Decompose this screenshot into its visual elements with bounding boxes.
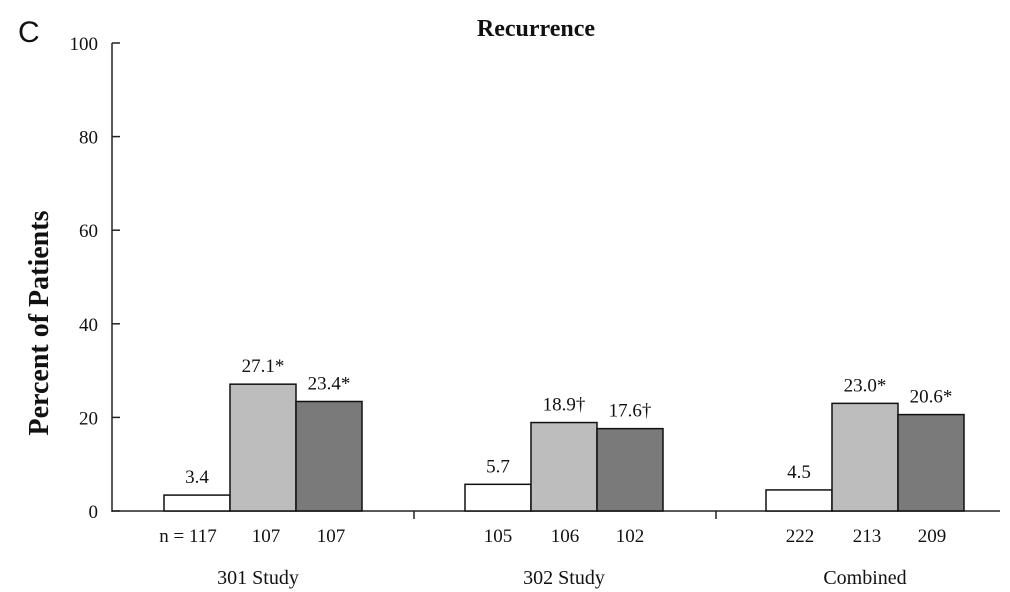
category-labels: 301 Study 302 Study Combined (217, 567, 907, 589)
n-label: n = 117 (159, 526, 217, 547)
chart-title: Recurrence (477, 16, 596, 42)
n-label: 107 (252, 526, 281, 547)
n-label: 213 (853, 526, 882, 547)
bar (530, 421, 598, 512)
n-label: 102 (616, 526, 645, 547)
y-tick-label: 0 (89, 502, 99, 523)
y-tick-label: 40 (79, 315, 98, 336)
bars (163, 383, 965, 512)
data-labels: 3.4 27.1* 23.4* 5.7 18.9† 17.6† 4.5 23.0* 20.6* (185, 356, 952, 488)
x-category-separators (413, 511, 717, 519)
bar (596, 427, 664, 512)
n-label: 209 (918, 526, 947, 547)
bar-value-label: 20.6* (910, 387, 953, 408)
y-ticks: 0 20 40 60 80 100 (70, 34, 120, 523)
bar (464, 483, 532, 512)
bar (897, 413, 965, 512)
bar (163, 494, 231, 512)
n-labels: n = 117 107 107 105 106 102 222 213 209 (159, 526, 946, 547)
category-label: 301 Study (217, 567, 299, 589)
bar-value-label: 5.7 (486, 456, 510, 477)
n-label: 106 (551, 526, 580, 547)
y-tick-label: 80 (79, 128, 98, 149)
bar-value-label: 17.6† (609, 401, 652, 422)
n-label: 222 (786, 526, 815, 547)
bar-value-label: 3.4 (185, 467, 209, 488)
bar (295, 400, 363, 512)
y-tick-label: 100 (70, 34, 99, 55)
y-tick-label: 20 (79, 408, 98, 429)
category-label: Combined (823, 567, 906, 589)
bar-value-label: 23.4* (308, 373, 351, 394)
y-tick-label: 60 (79, 221, 98, 242)
y-axis-label: Percent of Patients (24, 210, 55, 435)
n-label: 107 (317, 526, 346, 547)
bar (765, 489, 833, 512)
bar-value-label: 18.9† (543, 395, 586, 416)
bar (229, 383, 297, 512)
bar (831, 402, 899, 512)
category-label: 302 Study (523, 567, 605, 589)
bar-value-label: 27.1* (242, 356, 285, 377)
bar-value-label: 23.0* (844, 375, 887, 396)
n-label: 105 (484, 526, 513, 547)
bar-value-label: 4.5 (787, 462, 811, 483)
panel-letter: C (18, 16, 40, 49)
